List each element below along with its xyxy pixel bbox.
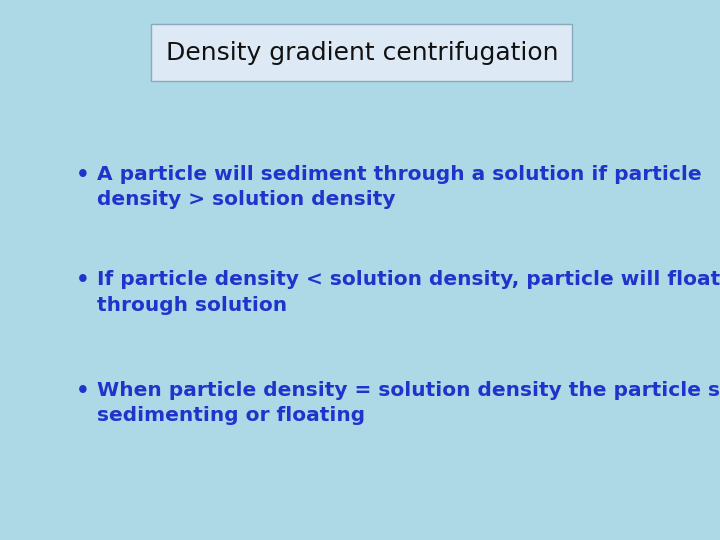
Text: •: • xyxy=(76,381,90,401)
FancyBboxPatch shape xyxy=(151,24,572,81)
Text: Density gradient centrifugation: Density gradient centrifugation xyxy=(166,40,558,65)
Text: •: • xyxy=(76,270,90,290)
Text: When particle density = solution density the particle stop
sedimenting or floati: When particle density = solution density… xyxy=(97,381,720,426)
Text: •: • xyxy=(76,165,90,185)
Text: If particle density < solution density, particle will float
through solution: If particle density < solution density, … xyxy=(97,270,720,315)
Text: A particle will sediment through a solution if particle
density > solution densi: A particle will sediment through a solut… xyxy=(97,165,702,210)
